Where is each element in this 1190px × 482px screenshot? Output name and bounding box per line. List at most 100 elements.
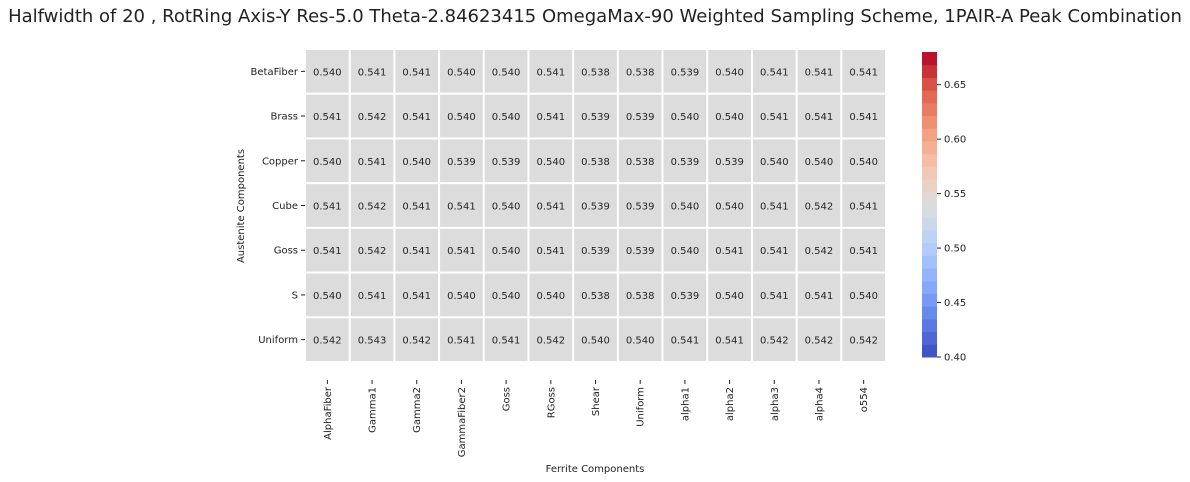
- cell-value-label: 0.540: [536, 157, 565, 168]
- heatmap-cell: [395, 228, 439, 272]
- heatmap-cell: [663, 139, 707, 183]
- heatmap-cell: [708, 94, 751, 138]
- heatmap-cell: [306, 139, 349, 183]
- x-axis-ticks: AlphaFiber Gamma1 Gamma2 GammaFiber2 Goss RGo…: [323, 380, 870, 457]
- heatmap-cell: [484, 273, 528, 317]
- colorbar-segment: [922, 166, 937, 180]
- heatmap-cell: [708, 318, 751, 361]
- heatmap-cell: [395, 50, 439, 93]
- x-tick-label: alpha2: [725, 387, 736, 421]
- cell-value-label: 0.539: [626, 202, 655, 213]
- colorbar-segment: [922, 191, 937, 205]
- cell-value-label: 0.542: [358, 112, 387, 123]
- cell-value-label: 0.541: [715, 246, 744, 257]
- y-axis-label: Austenite Components: [236, 149, 247, 263]
- cell-value-label: 0.540: [805, 157, 834, 168]
- colorbar-segment: [922, 318, 937, 333]
- heatmap-cells: 0.540 0.541 0.541 0.540 0.540 0.541 0.538 0.538…: [306, 50, 885, 361]
- heatmap-cell: [618, 228, 662, 272]
- heatmap-cell: [842, 228, 885, 272]
- cell-value-label: 0.541: [715, 336, 744, 347]
- heatmap-cell: [663, 94, 707, 138]
- colorbar-segment: [922, 344, 937, 358]
- colorbar-segment: [922, 77, 937, 91]
- colorbar-segment: [922, 255, 937, 269]
- colorbar-segment: [922, 128, 937, 142]
- heatmap-cell: [350, 228, 394, 272]
- heatmap-cell: [395, 273, 439, 317]
- cell-value-label: 0.541: [313, 112, 342, 123]
- colorbar-segment: [922, 217, 937, 231]
- colorbar-segment: [922, 204, 937, 218]
- cell-value-label: 0.541: [805, 112, 834, 123]
- cell-value-label: 0.541: [805, 291, 834, 302]
- cell-value-label: 0.540: [715, 112, 744, 123]
- cell-value-label: 0.540: [715, 67, 744, 78]
- cell-value-label: 0.540: [447, 112, 476, 123]
- x-tick-label: o554: [859, 387, 870, 412]
- cell-value-label: 0.541: [492, 336, 521, 347]
- heatmap-cell: [306, 94, 349, 138]
- cell-value-label: 0.541: [536, 67, 565, 78]
- heatmap-cell: [574, 184, 617, 227]
- colorbar-segment: [922, 242, 937, 256]
- heatmap-cell: [574, 318, 617, 361]
- cell-value-label: 0.541: [849, 67, 878, 78]
- colorbar-segment: [922, 90, 937, 104]
- heatmap-cell: [306, 318, 349, 361]
- cell-value-label: 0.540: [492, 112, 521, 123]
- y-tick-label: BetaFiber: [251, 67, 299, 78]
- heatmap-cell: [350, 94, 394, 138]
- cell-value-label: 0.541: [760, 291, 789, 302]
- y-axis-ticks: BetaFiber Brass Copper Cube Goss S Uniform: [251, 67, 305, 346]
- cell-value-label: 0.540: [536, 291, 565, 302]
- cell-value-label: 0.540: [849, 291, 878, 302]
- cell-value-label: 0.542: [402, 336, 431, 347]
- cell-value-label: 0.543: [358, 336, 387, 347]
- colorbar-segment: [922, 102, 937, 117]
- heatmap-cell: [752, 184, 796, 227]
- cell-value-label: 0.542: [805, 336, 834, 347]
- cell-value-label: 0.540: [313, 157, 342, 168]
- heatmap-cell: [797, 139, 841, 183]
- heatmap-cell: [395, 139, 439, 183]
- cell-value-label: 0.541: [402, 202, 431, 213]
- heatmap-cell: [663, 273, 707, 317]
- heatmap-cell: [842, 273, 885, 317]
- heatmap-cell: [708, 228, 751, 272]
- x-tick-label: GammaFiber2: [457, 387, 468, 457]
- cell-value-label: 0.539: [626, 112, 655, 123]
- cell-value-label: 0.542: [849, 336, 878, 347]
- heatmap-cell: [842, 50, 885, 93]
- heatmap-cell: [708, 184, 751, 227]
- heatmap-cell: [752, 318, 796, 361]
- heatmap-cell: [574, 50, 617, 93]
- heatmap-cell: [350, 184, 394, 227]
- cell-value-label: 0.538: [626, 67, 655, 78]
- colorbar-tick-label: 0.60: [944, 135, 966, 146]
- heatmap-cell: [618, 318, 662, 361]
- heatmap-cell: [440, 318, 483, 361]
- colorbar-segment: [922, 52, 937, 66]
- heatmap-cell: [574, 228, 617, 272]
- cell-value-label: 0.540: [447, 67, 476, 78]
- heatmap-cell: [395, 94, 439, 138]
- heatmap-cell: [752, 50, 796, 93]
- cell-value-label: 0.541: [358, 67, 387, 78]
- cell-value-label: 0.541: [447, 246, 476, 257]
- cell-value-label: 0.542: [358, 202, 387, 213]
- colorbar-segment: [922, 153, 937, 167]
- x-tick-label: Gamma1: [368, 387, 379, 433]
- cell-value-label: 0.540: [671, 246, 700, 257]
- cell-value-label: 0.538: [581, 67, 610, 78]
- cell-value-label: 0.539: [492, 157, 521, 168]
- cell-value-label: 0.541: [313, 246, 342, 257]
- colorbar-tick-label: 0.40: [944, 353, 966, 364]
- cell-value-label: 0.541: [447, 202, 476, 213]
- heatmap-cell: [484, 318, 528, 361]
- heatmap-cell: [306, 228, 349, 272]
- heatmap-cell: [440, 184, 483, 227]
- colorbar-segment: [922, 331, 937, 345]
- heatmap-cell: [484, 228, 528, 272]
- heatmap-cell: [529, 139, 573, 183]
